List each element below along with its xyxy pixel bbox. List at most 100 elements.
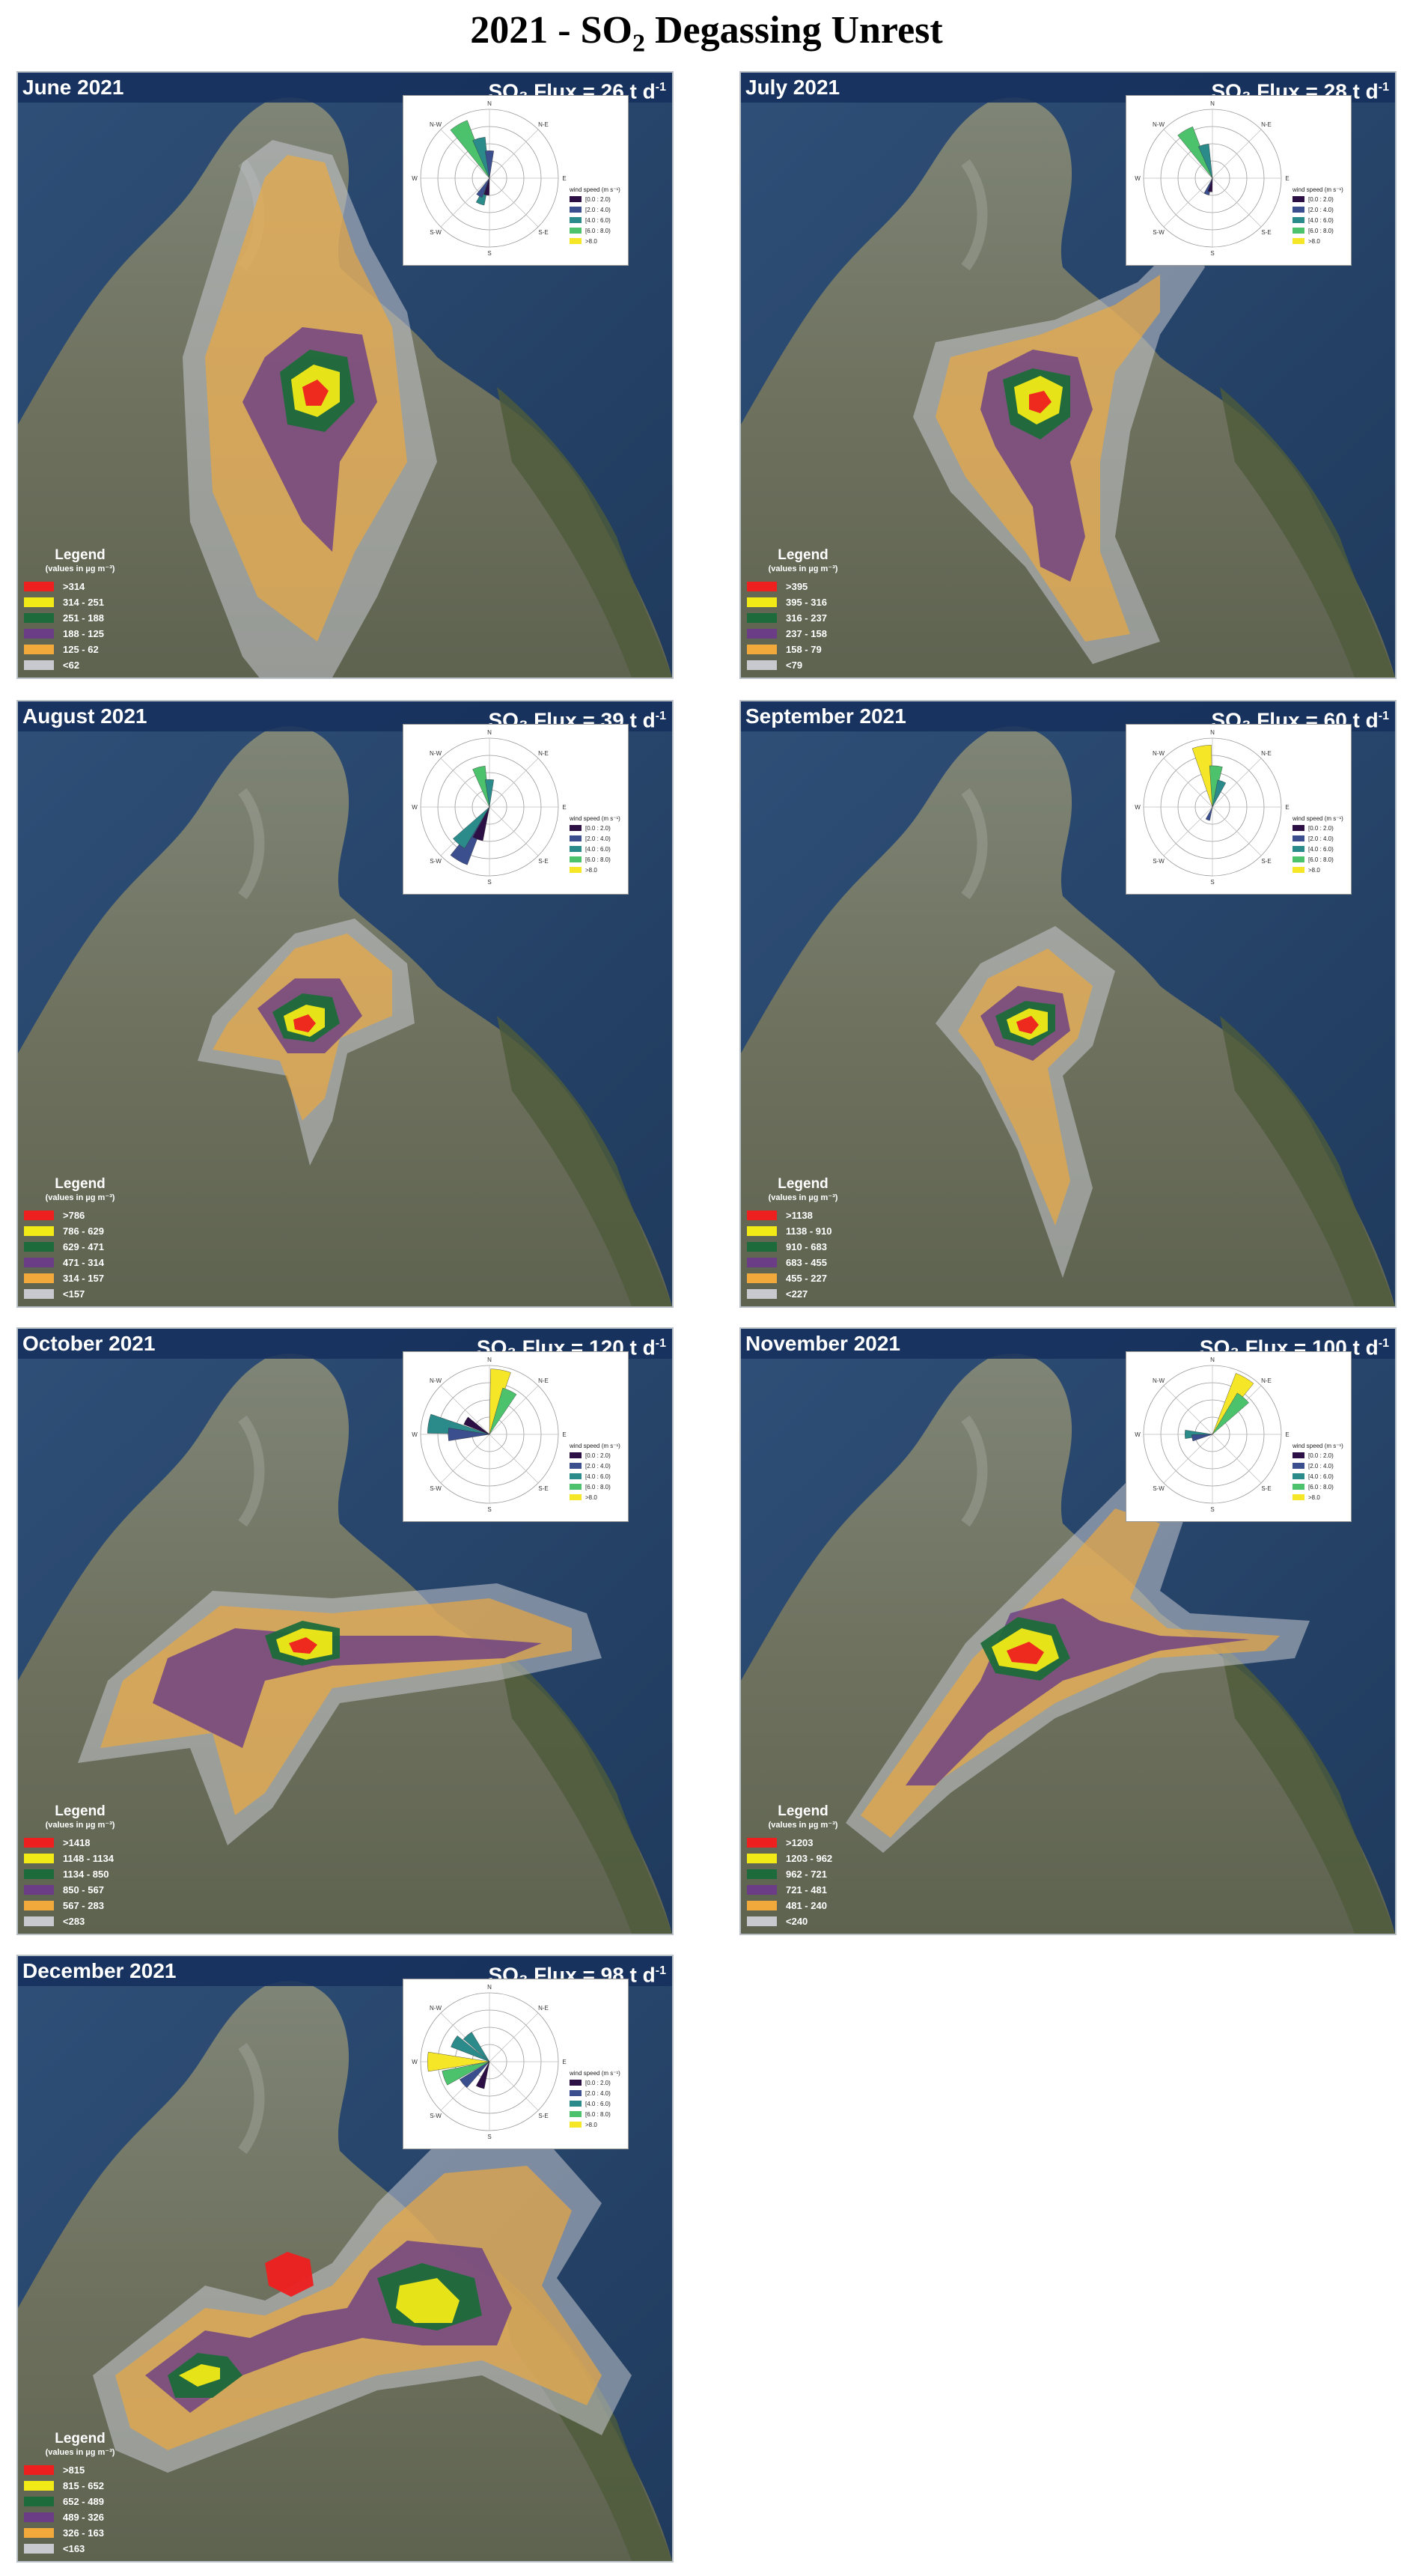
wind-rose-direction-label: N-E xyxy=(538,750,549,757)
legend-row: <240 xyxy=(747,1913,919,1929)
wind-rose-direction-label: W xyxy=(1135,1431,1141,1438)
wind-speed-bin-label: [2.0 : 4.0) xyxy=(585,207,611,213)
wind-rose-inset: N N-E E S-E S S-W W N-W wind speed (m s⁻¹) [0.0 :… xyxy=(1126,95,1352,266)
wind-rose-petal xyxy=(1209,765,1223,808)
legend-swatch xyxy=(24,597,54,607)
legend-range-label: 683 - 455 xyxy=(786,1257,827,1268)
plume-contour-2 xyxy=(906,1598,1250,1785)
legend-range-label: 721 - 481 xyxy=(786,1884,827,1896)
wind-speed-swatch xyxy=(1293,196,1304,202)
legend-swatch xyxy=(24,2528,54,2538)
legend-range-label: 237 - 158 xyxy=(786,628,827,639)
wind-rose-direction-label: S-E xyxy=(1261,1485,1271,1492)
legend-title: Legend xyxy=(778,1176,828,1192)
wind-rose-petal xyxy=(453,806,490,849)
legend-range-label: <157 xyxy=(63,1288,85,1300)
wind-rose-petal xyxy=(1191,1434,1213,1442)
wind-speed-bin-label: [0.0 : 2.0) xyxy=(585,1452,611,1459)
legend-range-label: 629 - 471 xyxy=(63,1241,104,1252)
legend-row: 489 - 326 xyxy=(24,2509,196,2525)
legend-row: <79 xyxy=(747,657,919,673)
wind-speed-swatch xyxy=(570,835,582,841)
satellite-map xyxy=(18,1956,672,2561)
wind-rose-petal xyxy=(442,2061,490,2086)
legend-row: 962 - 721 xyxy=(747,1866,919,1882)
wind-speed-swatch xyxy=(1293,846,1304,852)
wind-rose-direction-label: W xyxy=(412,804,418,811)
wind-rose-direction-label: N xyxy=(487,1984,492,1991)
wind-rose-petal xyxy=(450,120,490,179)
legend-swatch xyxy=(747,1869,777,1879)
map-panel-jul: July 2021 SO₂ Flux = 28 t d-1 N N-E E S-E S S-W… xyxy=(739,71,1397,679)
wind-rose-petal xyxy=(1212,1392,1249,1435)
panel-header: July 2021 SO₂ Flux = 28 t d-1 xyxy=(741,73,1395,103)
legend-title: Legend xyxy=(778,1803,828,1819)
wind-rose-direction-label: N xyxy=(1210,1356,1215,1363)
wind-rose-direction-label: N-E xyxy=(1261,750,1272,757)
legend-range-label: 316 - 237 xyxy=(786,612,827,624)
wind-rose-direction-label: S xyxy=(487,1506,491,1513)
legend-swatch xyxy=(24,1242,54,1252)
plume-contour-5 xyxy=(1016,1016,1039,1034)
legend-row: >1203 xyxy=(747,1835,919,1851)
legend-swatch xyxy=(24,1869,54,1879)
wind-rose-direction-label: N xyxy=(487,1356,492,1363)
wind-rose-direction-label: S-W xyxy=(1153,229,1165,236)
wind-rose-direction-label: W xyxy=(412,2059,418,2065)
wind-speed-swatch xyxy=(570,2101,582,2107)
legend-row: 567 - 283 xyxy=(24,1898,196,1913)
wind-rose-petal xyxy=(476,177,490,198)
wind-rose-direction-label: N-W xyxy=(430,1377,442,1384)
legend-row: >395 xyxy=(747,579,919,594)
month-label: October 2021 xyxy=(22,1332,156,1355)
wind-speed-bin-label: [4.0 : 6.0) xyxy=(585,217,611,224)
legend-row: 237 - 158 xyxy=(747,626,919,642)
legend-title: Legend xyxy=(55,1176,106,1192)
wind-speed-swatch xyxy=(1293,1452,1304,1458)
legend-row: >786 xyxy=(24,1208,196,1223)
plume-contour-5 xyxy=(1007,1642,1044,1664)
wind-speed-legend-title: wind speed (m s⁻¹) xyxy=(569,2070,620,2077)
legend-range-label: <62 xyxy=(63,660,80,671)
legend-row: 683 - 455 xyxy=(747,1255,919,1270)
wind-rose-direction-label: S xyxy=(487,250,491,257)
wind-rose-direction-label: N-E xyxy=(1261,1377,1272,1384)
concentration-legend: Legend (values in µg m⁻³) >314 314 - 251 251… xyxy=(24,547,196,673)
legend-swatch xyxy=(747,1901,777,1910)
legend-swatch xyxy=(24,2512,54,2522)
legend-swatch xyxy=(24,1901,54,1910)
map-panel-sep: September 2021 SO₂ Flux = 60 t d-1 N N-E E S-… xyxy=(739,700,1397,1308)
wind-speed-legend-title: wind speed (m s⁻¹) xyxy=(569,1443,620,1449)
wind-rose-petal xyxy=(460,2061,490,2088)
concentration-legend: Legend (values in µg m⁻³) >395 395 - 316 316… xyxy=(747,547,919,673)
legend-swatch xyxy=(747,1916,777,1926)
plume-contour-5 xyxy=(289,1637,317,1654)
concentration-legend: Legend (values in µg m⁻³) >1418 1148 - 1134… xyxy=(24,1803,196,1929)
wind-rose-direction-label: N xyxy=(1210,100,1215,107)
wind-rose-direction-label: S-E xyxy=(1261,229,1271,236)
legend-row: <227 xyxy=(747,1286,919,1302)
wind-rose-direction-label: W xyxy=(1135,804,1141,811)
wind-rose-direction-label: S-W xyxy=(430,229,442,236)
wind-rose-petal xyxy=(483,177,490,196)
wind-rose-petal xyxy=(485,779,494,808)
legend-row: >815 xyxy=(24,2462,196,2478)
wind-rose-direction-label: W xyxy=(412,175,418,182)
concentration-legend: Legend (values in µg m⁻³) >815 815 - 652 652… xyxy=(24,2431,196,2557)
wind-speed-bin-label: [2.0 : 4.0) xyxy=(585,2090,611,2097)
wind-speed-bin-label: [4.0 : 6.0) xyxy=(1308,217,1334,224)
legend-swatch xyxy=(24,2481,54,2491)
legend-range-label: >395 xyxy=(786,581,808,592)
wind-rose-direction-label: N-W xyxy=(430,121,442,128)
plume-contour-4 xyxy=(396,2278,460,2323)
legend-units: (values in µg m⁻³) xyxy=(45,2448,115,2457)
legend-swatch xyxy=(24,1885,54,1895)
wind-rose-inset: N N-E E S-E S S-W W N-W wind speed (m s⁻¹) [0.0 :… xyxy=(1126,724,1352,895)
concentration-legend: Legend (values in µg m⁻³) >786 786 - 629 629… xyxy=(24,1176,196,1302)
wind-rose-petal xyxy=(427,1413,490,1435)
legend-row: 850 - 567 xyxy=(24,1882,196,1898)
wind-speed-swatch xyxy=(1293,228,1304,234)
wind-speed-bin-label: [4.0 : 6.0) xyxy=(585,846,611,853)
legend-swatch xyxy=(24,1258,54,1267)
satellite-map xyxy=(741,73,1395,678)
